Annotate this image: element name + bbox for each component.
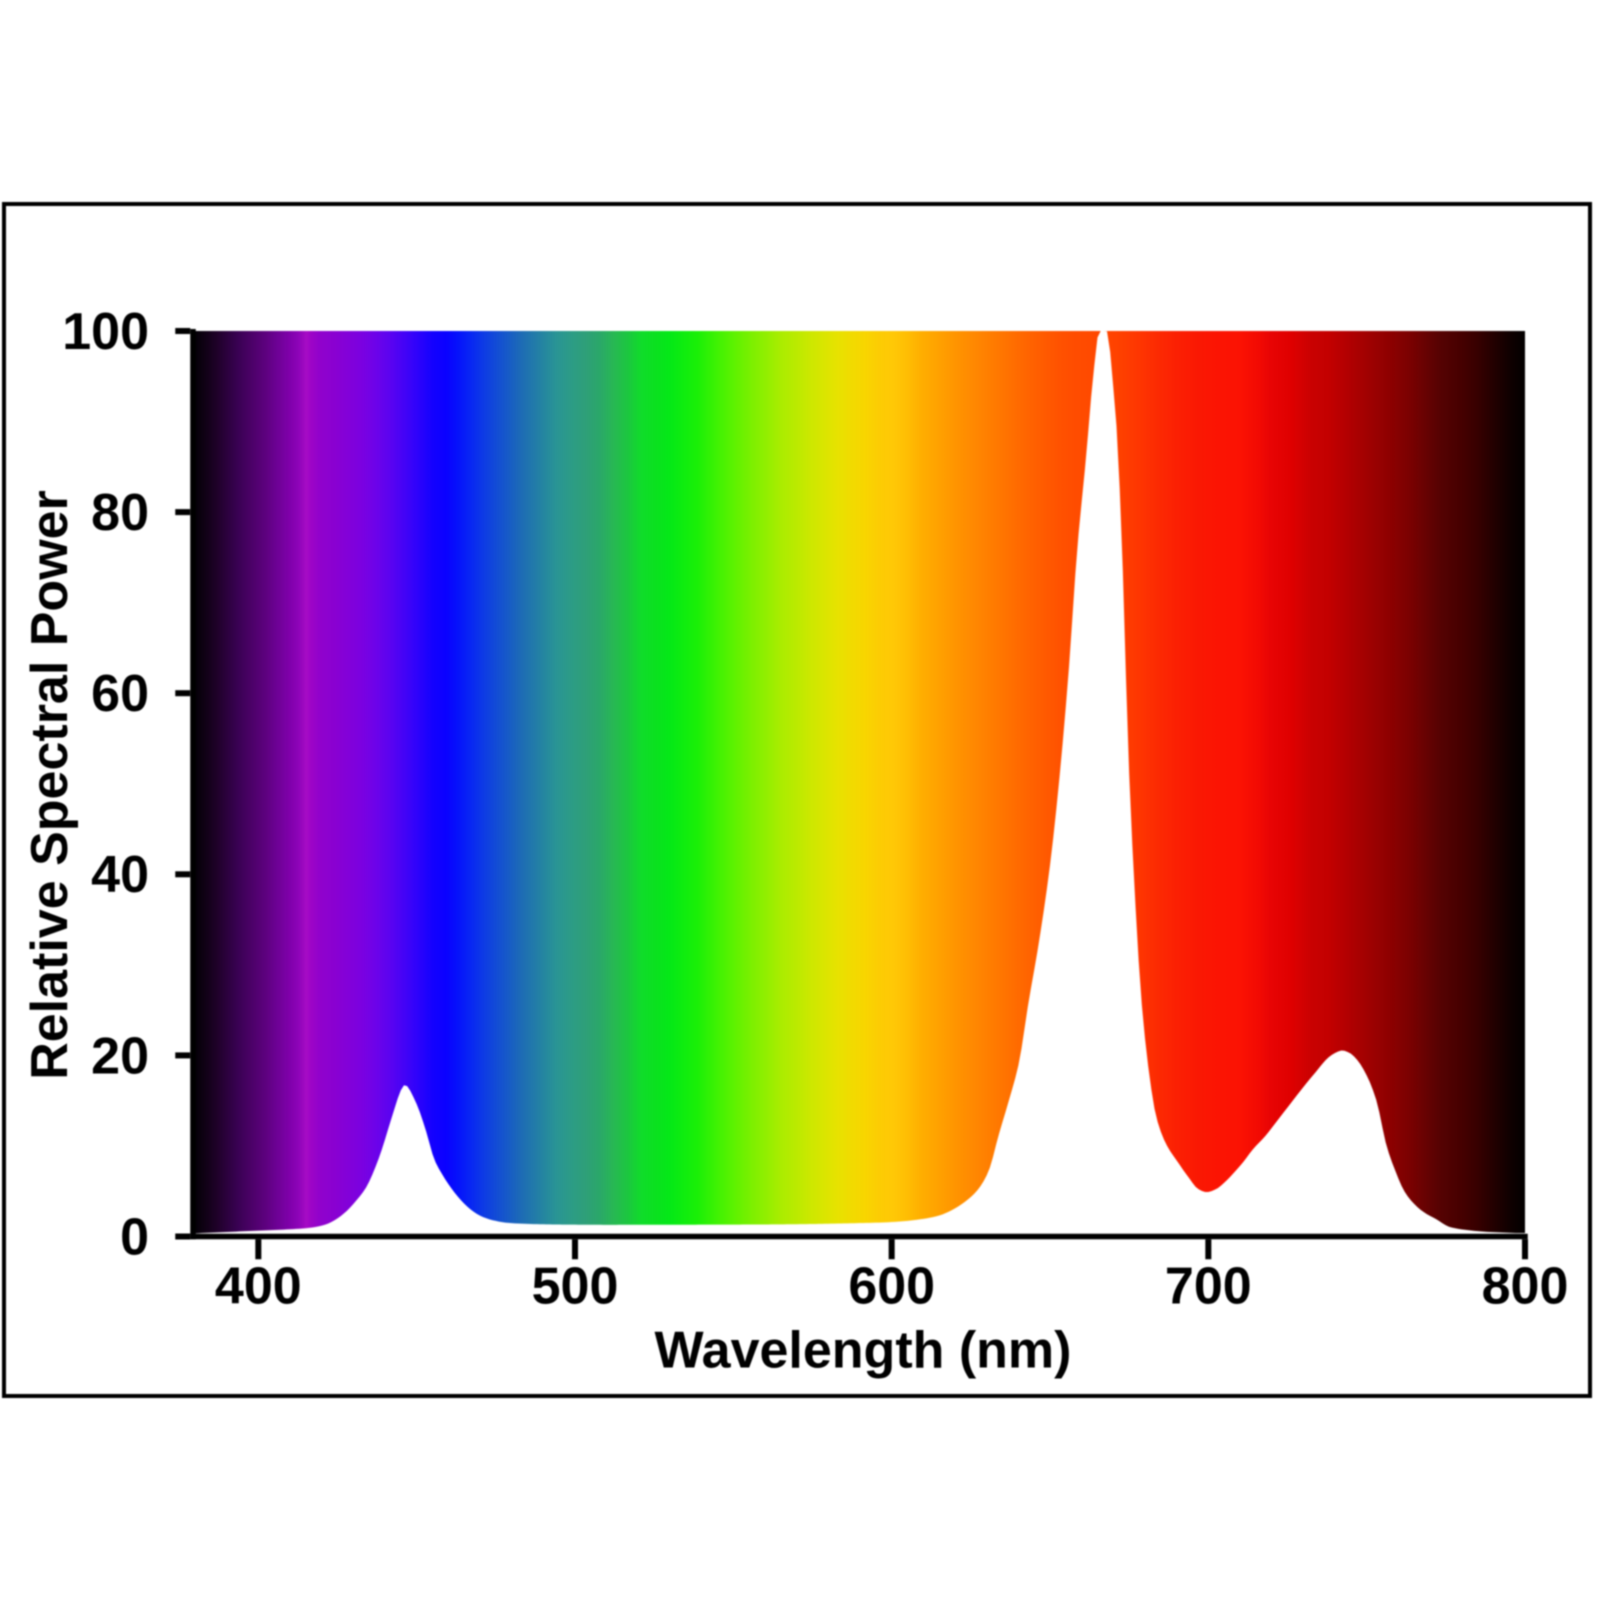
svg-text:600: 600 <box>848 1258 935 1316</box>
svg-text:80: 80 <box>91 484 149 542</box>
svg-text:700: 700 <box>1165 1258 1252 1316</box>
svg-text:800: 800 <box>1482 1258 1569 1316</box>
svg-text:100: 100 <box>62 303 149 361</box>
svg-text:60: 60 <box>91 665 149 723</box>
svg-text:Wavelength (nm): Wavelength (nm) <box>655 1322 1072 1380</box>
svg-text:0: 0 <box>120 1208 149 1266</box>
svg-text:20: 20 <box>91 1027 149 1085</box>
svg-text:400: 400 <box>215 1258 302 1316</box>
svg-text:500: 500 <box>532 1258 619 1316</box>
svg-text:Relative Spectral Power: Relative Spectral Power <box>21 490 79 1080</box>
svg-text:40: 40 <box>91 846 149 904</box>
